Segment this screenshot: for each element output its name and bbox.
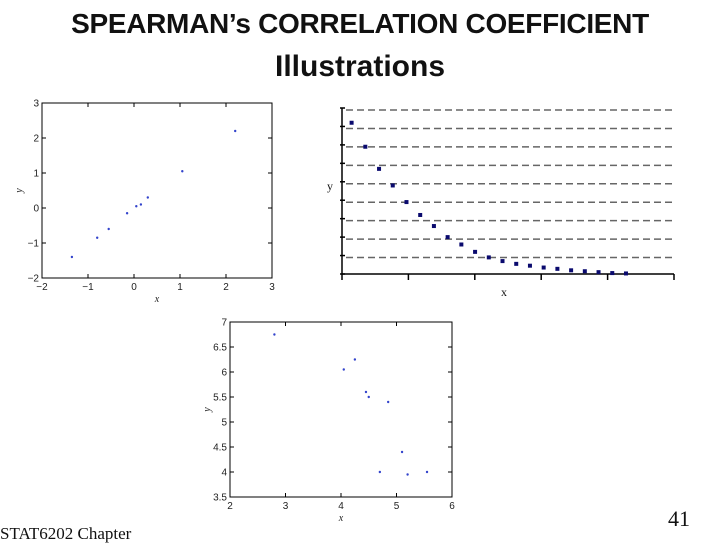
x-axis-label: x: [338, 513, 344, 524]
data-point: [107, 227, 110, 231]
y-tick-label: 7: [221, 318, 227, 329]
y-tick-label: −2: [28, 274, 40, 285]
y-tick-label: 2: [33, 134, 39, 145]
x-tick-label: 5: [394, 501, 400, 512]
x-tick-label: −2: [36, 282, 48, 293]
x-tick-label: 0: [131, 282, 137, 293]
y-tick-label: 4: [221, 468, 227, 479]
data-point: [569, 268, 574, 273]
data-point: [486, 255, 491, 260]
data-point: [146, 196, 149, 199]
data-point: [70, 255, 74, 259]
footer-text: STAT6202 Chapter: [0, 524, 132, 543]
data-point: [418, 212, 423, 217]
data-point: [500, 259, 505, 264]
y-tick-label: 5: [221, 418, 227, 429]
slide-title: SPEARMAN’s CORRELATION COEFFICIENT: [71, 8, 649, 39]
data-point: [273, 333, 276, 336]
data-point: [342, 368, 345, 371]
data-point: [367, 395, 370, 399]
data-point: [527, 263, 532, 268]
page-number: 41: [668, 506, 690, 531]
data-point: [386, 400, 390, 404]
x-tick-label: 1: [177, 282, 183, 293]
data-point: [623, 271, 628, 276]
data-point: [139, 203, 143, 206]
slide-subtitle: Illustrations: [274, 50, 446, 83]
data-point: [445, 235, 450, 240]
data-point: [459, 242, 464, 247]
y-axis-label: y: [327, 179, 333, 193]
data-point: [596, 270, 601, 275]
y-tick-label: 3.5: [213, 493, 227, 504]
data-point: [96, 236, 99, 239]
x-tick-label: 2: [227, 501, 233, 512]
y-tick-label: 6: [221, 368, 227, 379]
x-tick-label: 4: [338, 501, 344, 512]
data-point: [378, 470, 382, 474]
x-axis-label: x: [501, 285, 507, 299]
x-tick-label: −1: [82, 282, 94, 293]
data-point: [404, 200, 409, 205]
data-point: [431, 224, 436, 229]
x-tick-label: 3: [269, 282, 275, 293]
x-axis-label: x: [154, 294, 160, 305]
y-tick-label: 6.5: [213, 343, 227, 354]
y-axis-label: y: [14, 188, 25, 194]
data-point: [582, 269, 587, 274]
data-point: [541, 265, 546, 270]
data-point: [364, 390, 368, 394]
y-tick-label: 5.5: [213, 393, 227, 404]
y-tick-label: 4.5: [213, 443, 227, 454]
data-point: [181, 170, 184, 173]
x-tick-label: 3: [283, 501, 289, 512]
y-tick-label: 1: [33, 169, 39, 180]
plot-frame: [41, 102, 273, 279]
data-point: [555, 266, 560, 271]
y-axis-label: y: [202, 407, 213, 413]
data-point: [514, 261, 519, 266]
data-point: [234, 129, 237, 133]
data-point: [406, 473, 409, 476]
y-tick-label: 0: [33, 204, 39, 215]
data-point: [425, 470, 429, 474]
data-point: [363, 144, 368, 149]
data-point: [135, 205, 138, 208]
plot-frame: [229, 321, 453, 498]
data-point: [125, 212, 129, 215]
data-point: [473, 249, 478, 254]
x-tick-label: 6: [449, 501, 455, 512]
y-tick-label: −1: [28, 239, 40, 250]
data-point: [610, 271, 615, 276]
data-point: [377, 166, 382, 171]
data-point: [390, 183, 395, 188]
data-point: [400, 450, 404, 454]
data-point: [353, 358, 357, 361]
data-point: [349, 120, 354, 125]
x-tick-label: 2: [223, 282, 229, 293]
y-tick-label: 3: [33, 99, 39, 110]
